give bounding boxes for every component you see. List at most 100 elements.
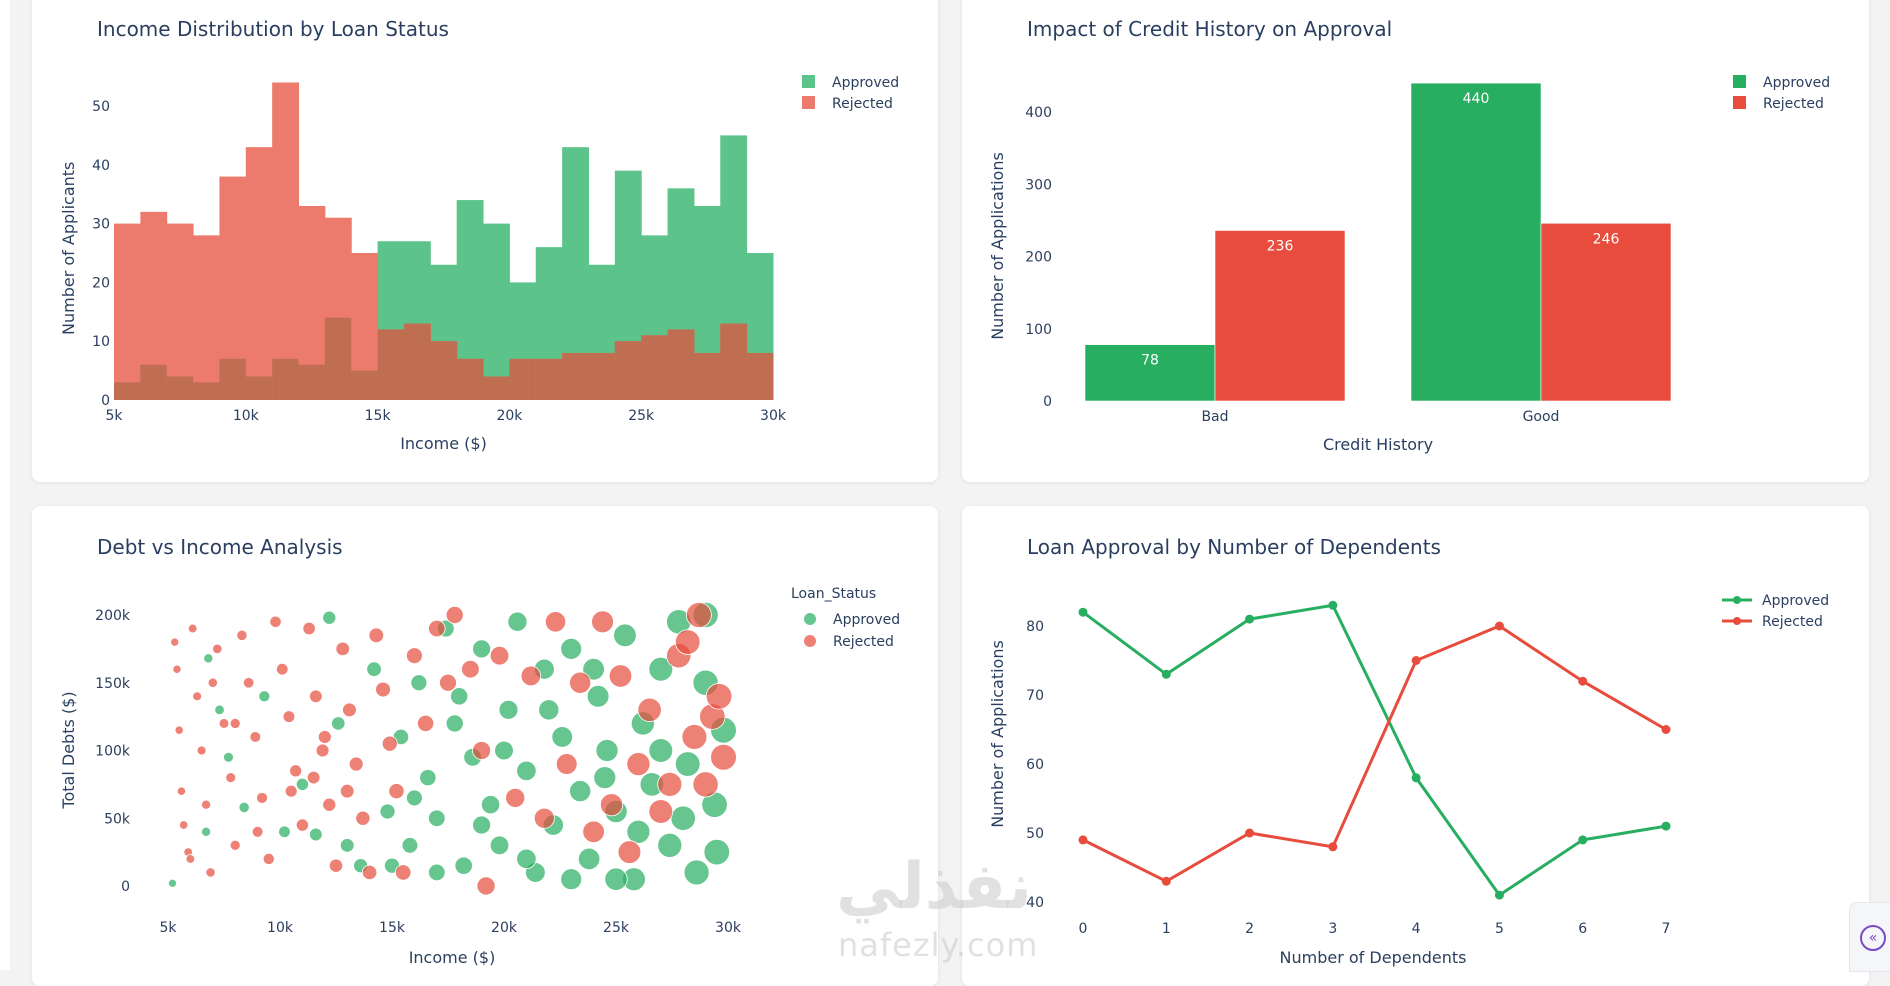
dependents-line-card: Loan Approval by Number of Dependents 40 5… [962, 506, 1869, 986]
scatter-point-rejected [236, 629, 248, 641]
legend-label-approved: Approved [1762, 593, 1829, 609]
chart-title: Income Distribution by Loan Status [97, 17, 449, 41]
scatter-point-approved [419, 769, 437, 787]
scatter-point-rejected [225, 772, 237, 784]
scatter-point-approved [560, 868, 583, 891]
x-tick-label: 25k [628, 408, 655, 424]
scatter-point-rejected [569, 671, 592, 694]
scatter-point-rejected [685, 602, 712, 628]
x-tick-label: 10k [267, 920, 294, 936]
histogram-bar-overlap [351, 370, 379, 400]
scatter-point-approved [648, 738, 674, 763]
histogram-bar-overlap [483, 376, 510, 400]
chevron-double-left-icon[interactable]: « [1860, 925, 1886, 951]
histogram-bar-rejected [245, 147, 273, 400]
histogram-bar-overlap [166, 376, 194, 400]
scatter-point-approved [586, 684, 610, 708]
scatter-point-rejected [406, 647, 423, 665]
scatter-point-rejected [284, 784, 298, 798]
line-point-rejected [1578, 676, 1588, 686]
line-point-rejected [1161, 876, 1171, 886]
scatter-point-rejected [306, 770, 321, 785]
scatter-point-approved [593, 766, 617, 790]
scatter-point-approved [401, 837, 419, 854]
line-point-rejected [1411, 656, 1421, 665]
histogram-bar-overlap [746, 352, 774, 400]
y-tick-label: 40 [1026, 895, 1044, 911]
y-tick-label: 70 [1026, 688, 1044, 704]
y-axis-label: Number of Applicants [59, 162, 78, 335]
scatter-point-rejected [328, 858, 344, 873]
scatter-point-rejected [617, 840, 642, 864]
scatter-point-rejected [648, 799, 674, 824]
chart-title: Loan Approval by Number of Dependents [1027, 535, 1441, 559]
scatter-point-rejected [229, 717, 241, 729]
scatter-point-approved [168, 878, 177, 888]
x-axis-label: Credit History [1323, 435, 1433, 454]
x-tick-label: 30k [760, 408, 787, 424]
scatter-point-approved [507, 611, 528, 632]
line-point-approved [1245, 614, 1255, 624]
legend-label-rejected: Rejected [833, 634, 894, 650]
scatter-point-rejected [591, 610, 614, 634]
histogram-bar-overlap [219, 358, 247, 400]
scatter-point-rejected [251, 825, 264, 838]
line-series-rejected [1082, 624, 1667, 884]
histogram-bar-overlap [298, 364, 326, 400]
scatter-point-approved [331, 716, 346, 731]
income-histogram-card: Income Distribution by Loan Status 0 10 20 3… [32, 0, 938, 482]
scatter-point-rejected [249, 731, 262, 743]
bar-value-label: 440 [1463, 91, 1490, 107]
scatter-point-approved [489, 835, 510, 856]
scatter-point-rejected [555, 753, 578, 775]
y-tick-label: 0 [121, 879, 130, 895]
scatter-point-approved [577, 847, 601, 871]
scatter-point-approved [203, 653, 214, 664]
scatter-point-approved [480, 795, 501, 815]
y-tick-label: 100 [1025, 322, 1052, 338]
line-point-approved [1411, 773, 1421, 783]
x-tick-label: 15k [379, 920, 406, 936]
x-tick-label: 0 [1079, 921, 1088, 937]
scatter-point-rejected [229, 839, 241, 851]
scatter-point-approved [472, 815, 492, 835]
scatter-point-approved [406, 789, 423, 807]
x-tick-label: Bad [1201, 409, 1228, 425]
y-tick-label: 10 [92, 334, 110, 350]
scatter-point-rejected [185, 854, 196, 864]
scatter-point-rejected [176, 786, 187, 796]
debt-income-scatter-card: Debt vs Income Analysis 0 50k 100k 150k 200k 5… [32, 506, 938, 986]
scatter-point-approved [626, 819, 651, 844]
legend-label-rejected: Rejected [1762, 614, 1823, 630]
scatter-point-rejected [608, 664, 633, 688]
scatter-point-rejected [705, 683, 733, 710]
line-point-approved [1494, 890, 1504, 900]
bar-rejected-bad [1214, 230, 1346, 402]
legend-label-approved: Approved [833, 612, 900, 628]
line-point-rejected [1245, 828, 1255, 838]
scatter-point-rejected [212, 643, 223, 655]
y-tick-label: 100k [95, 744, 131, 760]
legend-title: Loan_Status [791, 586, 876, 602]
y-tick-label: 300 [1025, 177, 1052, 193]
scatter-point-rejected [417, 714, 435, 732]
scatter-point-approved [569, 780, 592, 803]
histogram-bar-overlap [272, 358, 300, 400]
legend-label-rejected: Rejected [832, 96, 893, 112]
y-tick-label: 50 [92, 99, 110, 115]
collapse-panel-button[interactable]: « [1849, 902, 1890, 972]
scatter-point-rejected [544, 611, 567, 633]
x-tick-label: 5 [1495, 921, 1504, 937]
scatter-point-approved [538, 699, 560, 721]
scatter-point-approved [223, 751, 234, 763]
y-tick-label: 30 [92, 217, 110, 233]
scatter-point-rejected [361, 864, 378, 881]
scatter-point-approved [703, 838, 731, 866]
y-axis-label: Number of Applications [988, 152, 1007, 340]
bar-approved-good [1410, 82, 1542, 402]
histogram-bar-overlap [114, 382, 141, 400]
legend-marker-approved [804, 613, 816, 625]
scatter-point-rejected [388, 783, 405, 800]
histogram-bar-overlap [245, 376, 273, 400]
x-tick-label: 2 [1245, 921, 1254, 937]
